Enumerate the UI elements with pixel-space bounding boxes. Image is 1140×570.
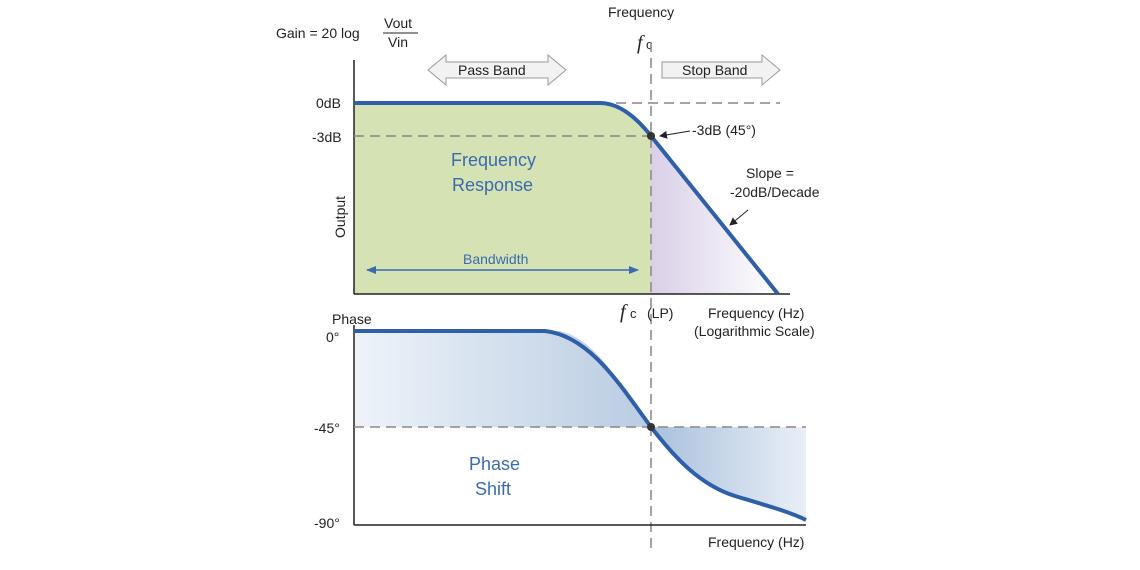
slope-label-line1: Slope = <box>746 165 794 181</box>
bandwidth-label: Bandwidth <box>463 251 528 267</box>
amplitude-x-axis-label-line2: (Logarithmic Scale) <box>694 323 815 339</box>
slope-annotation-arrow <box>729 209 749 226</box>
slope-label-line2: -20dB/Decade <box>730 184 820 200</box>
gain-formula-prefix: Gain = 20 log <box>276 25 360 41</box>
stop-band-label: Stop Band <box>682 62 747 78</box>
pass-band-arrow: Pass Band <box>427 53 567 87</box>
phase-shift-label-line2: Shift <box>475 479 511 499</box>
passband-fill-region <box>354 103 651 294</box>
fc-lp-suffix: (LP) <box>647 305 673 321</box>
output-axis-label: Output <box>332 196 348 238</box>
cutoff-point-marker <box>647 132 655 140</box>
fc-symbol-top: f <box>637 32 645 54</box>
phase-axis-label: Phase <box>332 311 372 327</box>
gain-formula-denominator: Vin <box>388 34 408 50</box>
amplitude-x-axis-label-line1: Frequency (Hz) <box>708 305 804 321</box>
phase-fill-upper-region <box>354 331 651 427</box>
phase-fill-lower-region <box>651 427 806 520</box>
top-frequency-label: Frequency <box>608 4 674 20</box>
fc-symbol-lp: f <box>620 301 628 323</box>
phase-x-axis-label: Frequency (Hz) <box>708 534 804 550</box>
phase-tick-minus-90: -90° <box>314 515 340 531</box>
gain-formula-numerator: Vout <box>384 15 412 31</box>
y-tick-minus-3db: -3dB <box>312 129 342 145</box>
frequency-response-label-line2: Response <box>452 175 533 195</box>
fc-subscript-lp: c <box>630 306 637 321</box>
cutoff-annotation-arrow <box>659 130 691 139</box>
stop-band-arrow: Stop Band <box>661 53 781 87</box>
phase-response-curve <box>354 329 807 522</box>
phase-tick-minus-45: -45° <box>314 420 340 436</box>
frequency-response-label-line1: Frequency <box>451 150 536 170</box>
cutoff-annotation-label: -3dB (45°) <box>692 122 756 138</box>
phase-shift-label-line1: Phase <box>469 454 520 474</box>
pass-band-label: Pass Band <box>458 62 526 78</box>
y-tick-0db: 0dB <box>316 95 341 111</box>
phase-tick-0: 0° <box>326 329 339 345</box>
fc-subscript-top: c <box>646 37 653 52</box>
phase-cutoff-marker <box>647 423 655 431</box>
